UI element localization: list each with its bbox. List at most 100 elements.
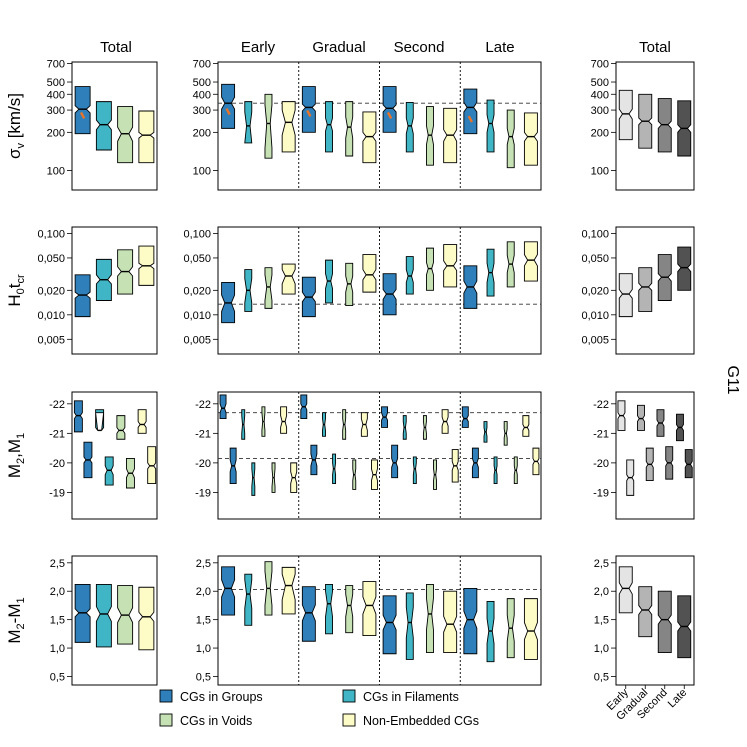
- row-sigma-v-left-ytick-label-5: 700: [47, 59, 65, 71]
- col-title-early: Early: [241, 39, 276, 56]
- row-M2-minus-M1-right-ytick-label-2: 1,5: [594, 615, 609, 627]
- row-sigma-v-left-ytick-label-1: 200: [47, 127, 65, 139]
- row-sigma-v-left-box-3: [138, 110, 155, 164]
- row-sigma-v-gradual-box-1: [325, 101, 333, 153]
- row-H0-tcr-right-box-3: [677, 246, 692, 291]
- row-H0-tcr-left-ytick-label-0: 0,005: [37, 334, 65, 346]
- row-sigma-v-second-box-0-mean: [386, 111, 393, 120]
- row-sigma-v-gradual-box-2: [345, 101, 354, 157]
- row-H0-tcr-left-ytick-label-1: 0,010: [37, 310, 65, 322]
- row-sigma-v-gradual-box-3: [362, 111, 377, 164]
- legend-swatch-filaments: [342, 689, 356, 703]
- legend-label-groups: CGs in Groups: [180, 690, 263, 704]
- row-M2-M1-early-box-3: [251, 462, 256, 496]
- row-H0-tcr-left-ytick-label-4: 0,100: [37, 228, 65, 240]
- legend-label-voids: CGs in Voids: [180, 714, 252, 728]
- col-title-gradual: Gradual: [312, 39, 365, 56]
- row-M2-minus-M1-mid-ytick-label-4: 2,5: [196, 558, 211, 570]
- row-M2-M1-right-box-7: [684, 449, 693, 479]
- row-M2-minus-M1-right-box-2: [657, 590, 672, 654]
- row-M2-minus-M1-ylabel-sub: 2: [15, 623, 27, 629]
- row-M2-minus-M1-mid-ytick-label-1: 1,0: [196, 643, 211, 655]
- row-sigma-v-early-box-3: [281, 101, 296, 153]
- row-H0-tcr-early-box-3: [281, 263, 296, 295]
- row-H0-tcr-right-ytick-label-4: 0,100: [581, 228, 609, 240]
- row-M2-minus-M1-right-box-1: [638, 586, 653, 638]
- row-sigma-v-right-ytick-label-1: 200: [591, 127, 609, 139]
- row-H0-tcr-mid-ytick-label-4: 0,100: [183, 228, 211, 240]
- row-M2-M1-left-frame: [71, 391, 158, 520]
- row-sigma-v-mid-ytick-label-1: 200: [193, 127, 211, 139]
- row-M2-M1-mid-ytick-label-1: -21: [195, 428, 211, 440]
- row-M2-minus-M1-left-ytick-label-4: 2,5: [50, 558, 65, 570]
- legend: CGs in Groups CGs in Filaments CGs in Void…: [159, 689, 479, 728]
- figure-label: G11: [724, 365, 741, 394]
- row-M2-M1-right-ytick-label-0: -22: [593, 399, 609, 411]
- row-sigma-v-right-ytick-label-5: 700: [591, 59, 609, 71]
- legend-label-filaments: CGs in Filaments: [363, 690, 459, 704]
- row-M2-minus-M1-left-ytick-label-0: 0,5: [50, 671, 65, 683]
- row-M2-minus-M1-ylabel-sub2: 1: [15, 597, 27, 603]
- row-sigma-v-early-box-2: [264, 93, 273, 159]
- row-M2-M1-mid-ytick-label-3: -19: [195, 487, 211, 499]
- col-title-right: Total: [639, 39, 671, 56]
- row-H0-tcr-gradual-box-3: [362, 254, 377, 293]
- row-sigma-v-late-box-0: [463, 88, 478, 135]
- row-M2-minus-M1-right-ytick-label-0: 0,5: [594, 671, 609, 683]
- row-sigma-v-ylabel-sub: v: [15, 143, 27, 149]
- row-H0-tcr-right-box-1: [638, 267, 653, 312]
- row-H0-tcr-ylabel-sub2: cr: [15, 274, 27, 284]
- row-sigma-v-group: 1002003004005007001002003004005007001002…: [47, 59, 695, 191]
- row-H0-tcr-ylabel-sub: 0: [15, 288, 27, 294]
- row-M2-M1-mid-frame: [217, 391, 542, 520]
- row-M2-minus-M1-left-frame: [71, 555, 158, 686]
- row-sigma-v-mid-ytick-label-3: 400: [193, 89, 211, 101]
- row-M2-M1-left-box-2: [95, 409, 105, 431]
- row-M2-minus-M1-second-box-1: [405, 592, 414, 660]
- row-M2-M1-ylabel-sub2: 1: [15, 433, 27, 439]
- row-sigma-v-left-ytick-label-3: 400: [47, 89, 65, 101]
- row-M2-M1-left-box-0: [73, 400, 83, 433]
- row-M2-minus-M1-gradual-box-0: [301, 586, 316, 642]
- row-sigma-v-left-ytick-label-0: 100: [47, 165, 65, 177]
- row-sigma-v-early-box-0-mean: [225, 107, 231, 116]
- row-H0-tcr-mid-ytick-label-2: 0,020: [183, 285, 211, 297]
- row-M2-M1-left-ytick-label-2: -20: [49, 458, 65, 470]
- panels-layer: 1002003004005007001002003004005007001002…: [37, 59, 695, 686]
- row-M2-minus-M1-late-box-3: [523, 598, 538, 660]
- legend-label-nonembedded: Non-Embedded CGs: [363, 714, 479, 728]
- row-M2-minus-M1-early-box-0: [221, 566, 236, 616]
- row-sigma-v-gradual-box-0-mean: [306, 109, 312, 118]
- row-sigma-v-left-box-2: [117, 106, 134, 164]
- row-sigma-v-right-ytick-label-2: 300: [591, 105, 609, 117]
- row-M2-minus-M1-gradual-box-3: [362, 581, 377, 637]
- row-sigma-v-right-box-0: [618, 89, 633, 141]
- row-sigma-v-late-box-0-mean: [467, 115, 474, 123]
- row-H0-tcr-right-ytick-label-3: 0,050: [581, 253, 609, 265]
- row-H0-tcr-mid-ytick-label-1: 0,010: [183, 310, 211, 322]
- legend-swatch-voids: [159, 713, 173, 727]
- legend-swatch-nonembedded: [342, 713, 356, 727]
- row-H0-tcr-ylabel: H0tcr: [5, 274, 27, 307]
- row-M2-minus-M1-second-box-2: [426, 583, 434, 654]
- row-M2-M1-right-ytick-label-3: -19: [593, 487, 609, 499]
- row-M2-M1-mid-ytick-label-2: -20: [195, 458, 211, 470]
- row-M2-M1-second-box-1: [391, 444, 399, 479]
- row-M2-M1-ylabel-main: M: [5, 464, 24, 478]
- row-M2-M1-right-ytick-label-2: -20: [593, 458, 609, 470]
- row-M2-minus-M1-mid-ytick-label-2: 1,5: [196, 615, 211, 627]
- row-sigma-v-left-frame: [71, 61, 158, 191]
- row-M2-M1-right-ytick-label-1: -21: [593, 428, 609, 440]
- row-M2-minus-M1-gradual-box-1: [325, 583, 333, 635]
- row-M2-M1-group: -22 -21 -20 -19 -22 -21 -20 -19 -22 -21 -20 -19: [49, 391, 695, 520]
- row-M2-M1-left-box-7: [147, 446, 157, 485]
- col-title-second: Second: [394, 39, 445, 56]
- row-M2-minus-M1-gradual-box-2: [345, 585, 354, 634]
- row-M2-minus-M1-right-ytick-label-3: 2,0: [594, 586, 609, 598]
- row-M2-M1-left-ytick-label-0: -22: [49, 399, 65, 411]
- row-M2-M1-left-box-3: [104, 456, 114, 486]
- row-M2-M1-ylabel-sub: 2: [15, 458, 27, 464]
- row-M2-M1-left-ytick-label-1: -21: [49, 428, 65, 440]
